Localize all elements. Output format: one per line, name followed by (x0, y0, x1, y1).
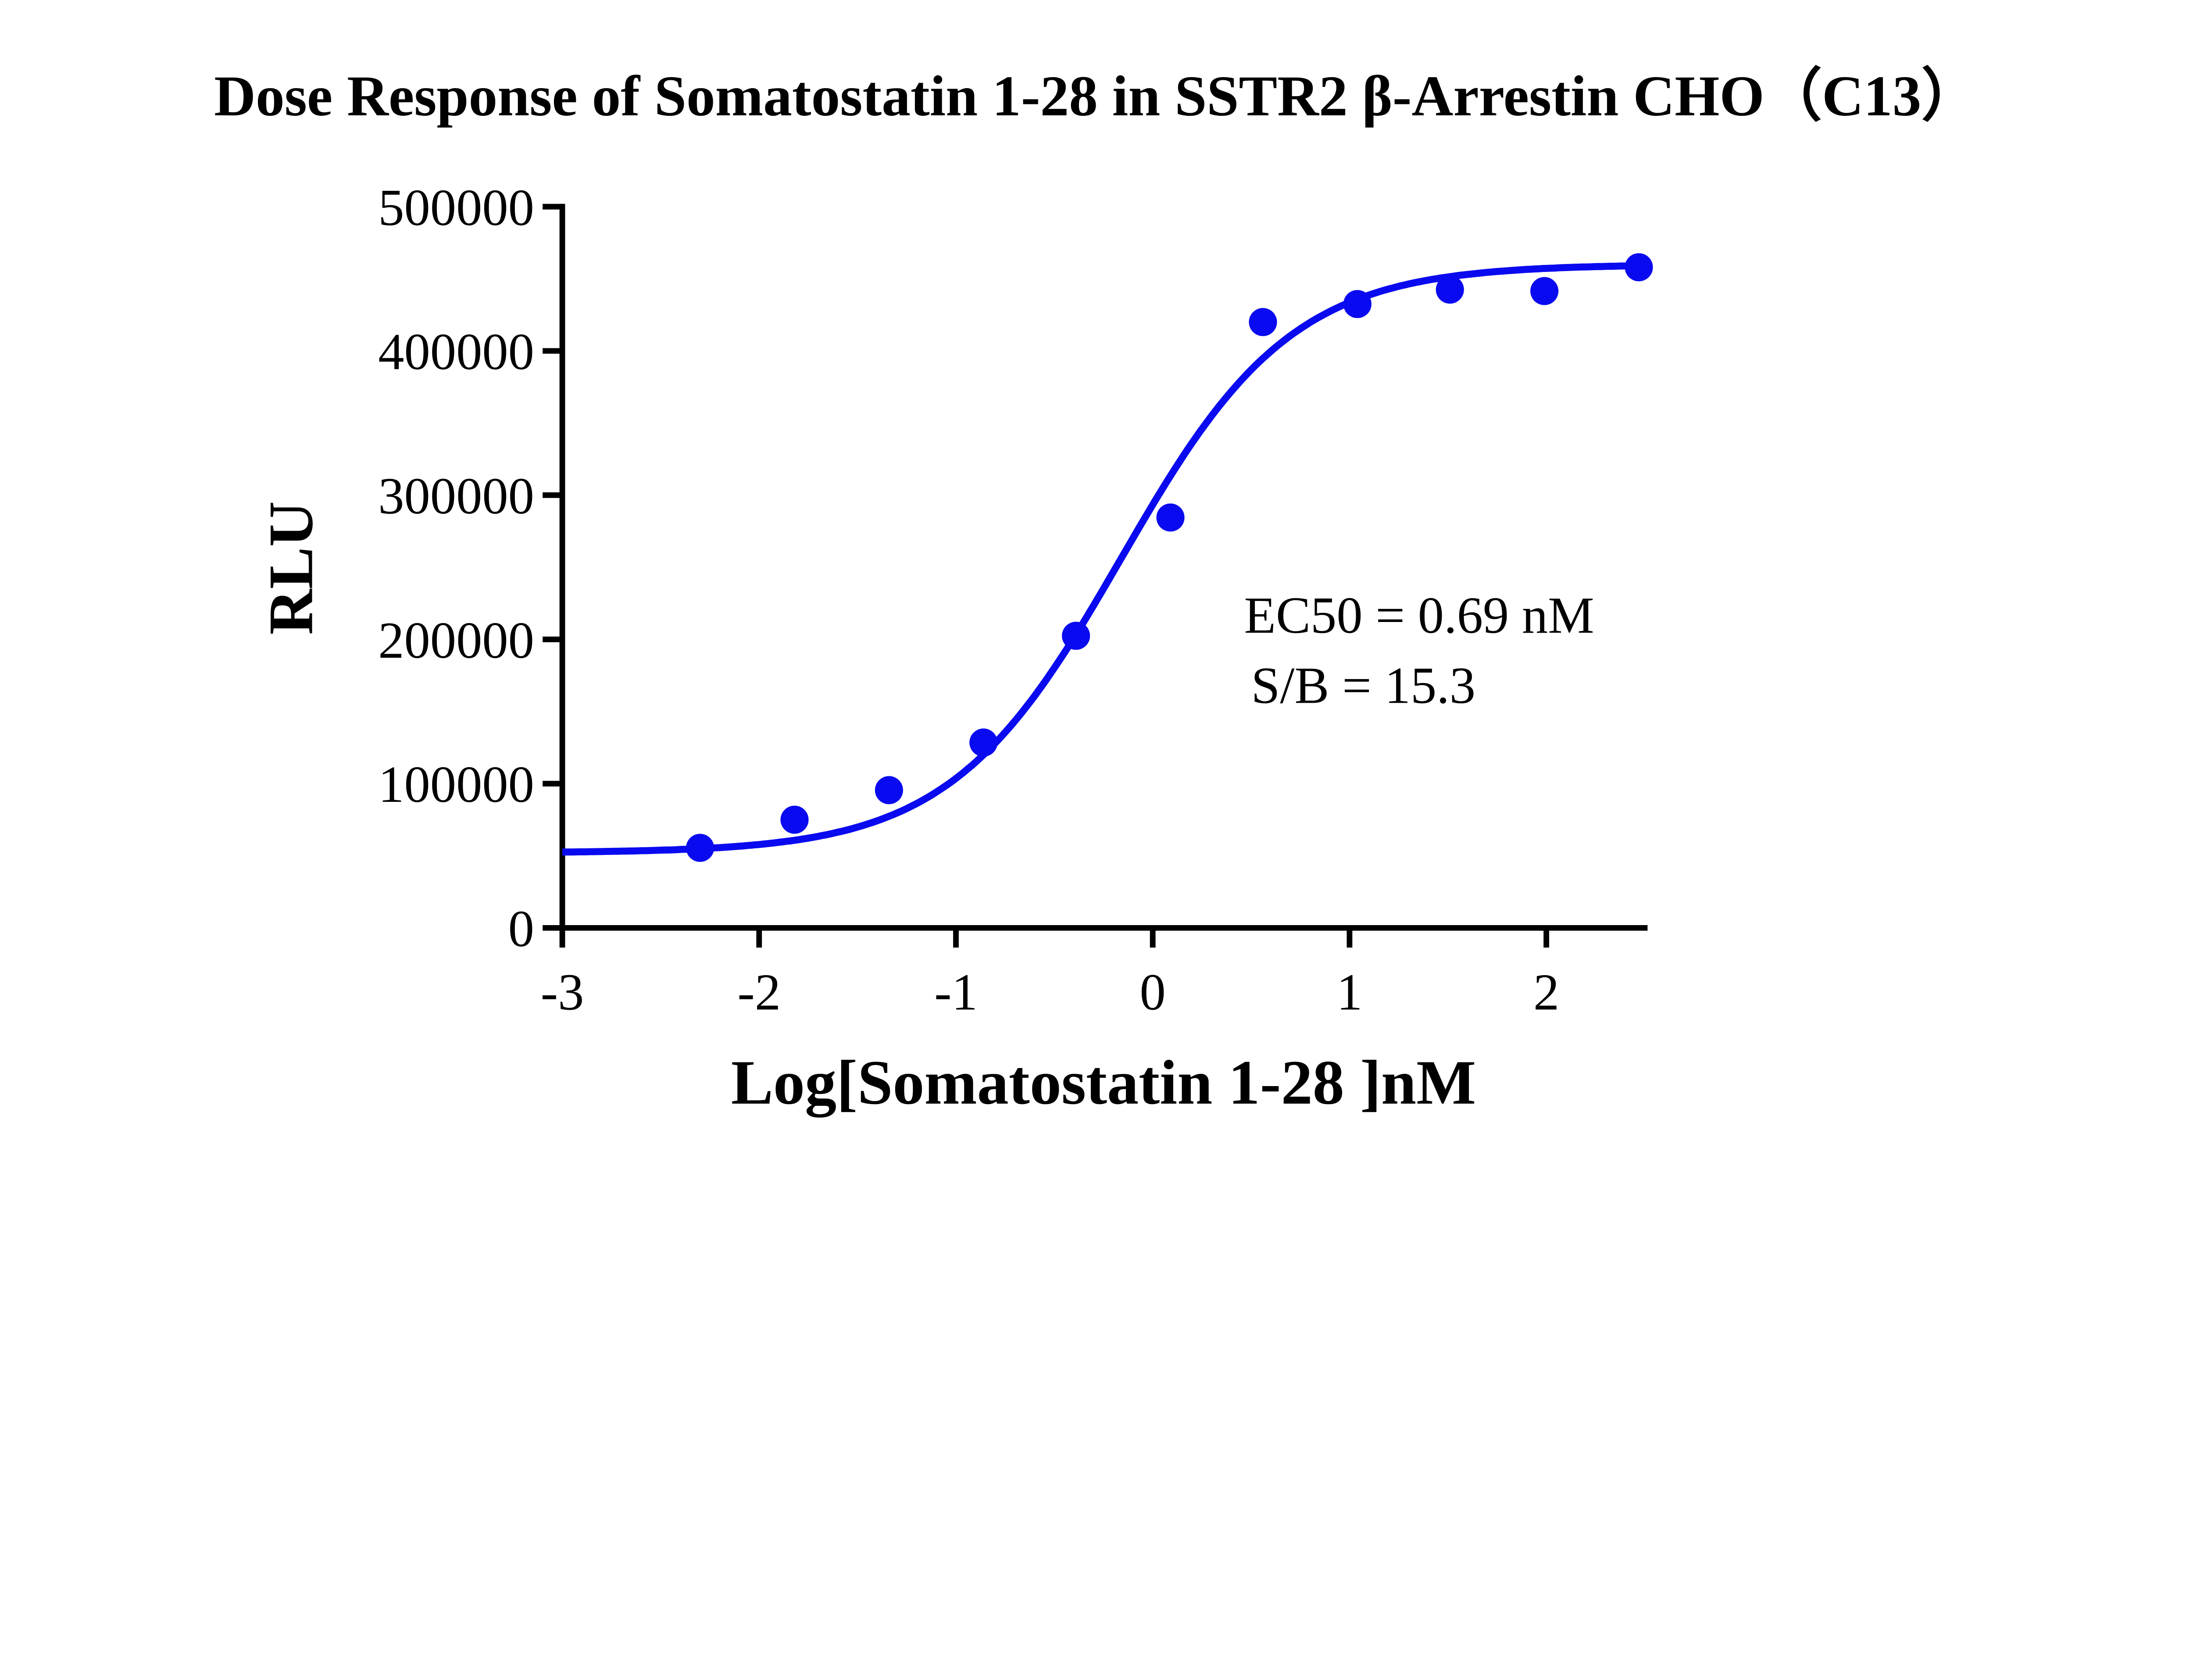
chart-title: Dose Response of Somatostatin 1-28 in SS… (214, 64, 1979, 128)
data-point (1156, 503, 1185, 532)
dose-response-chart: Dose Response of Somatostatin 1-28 in SS… (214, 64, 1979, 1118)
y-tick-label: 500000 (378, 179, 534, 236)
y-tick-label: 400000 (378, 323, 534, 381)
data-point (875, 776, 903, 804)
x-axis-label: Log[Somatostatin 1-28 ]nM (731, 1047, 1476, 1118)
fit-curve (562, 262, 1645, 856)
data-point (780, 805, 809, 834)
axes (559, 204, 1648, 931)
data-point (1436, 275, 1464, 304)
y-tick-label: 100000 (378, 755, 534, 813)
data-point (1343, 290, 1372, 318)
y-tick-label: 300000 (378, 467, 534, 525)
data-point (1062, 622, 1090, 650)
x-tick-label: 1 (1336, 963, 1362, 1021)
data-point (1625, 253, 1653, 282)
y-tick-label: 200000 (378, 611, 534, 669)
data-point (969, 728, 998, 757)
data-point (1249, 308, 1277, 336)
data-point (686, 833, 714, 862)
x-tick-label: -3 (541, 963, 584, 1021)
data-points (686, 253, 1653, 862)
data-point (1530, 277, 1559, 305)
x-tick-label: -2 (737, 963, 781, 1021)
ec50-annotation: EC50 = 0.69 nM (1244, 586, 1594, 644)
x-tick-label: 2 (1533, 963, 1559, 1021)
x-tick-label: 0 (1140, 963, 1166, 1021)
y-tick-label: 0 (508, 900, 534, 958)
sb-annotation: S/B = 15.3 (1251, 657, 1476, 715)
x-tick-label: -1 (934, 963, 978, 1021)
ticks: -3 -2 -1 0 1 2 0 100000 200000 300000 400000 500000 (378, 179, 1559, 1021)
y-axis-label: RLU (256, 501, 326, 635)
